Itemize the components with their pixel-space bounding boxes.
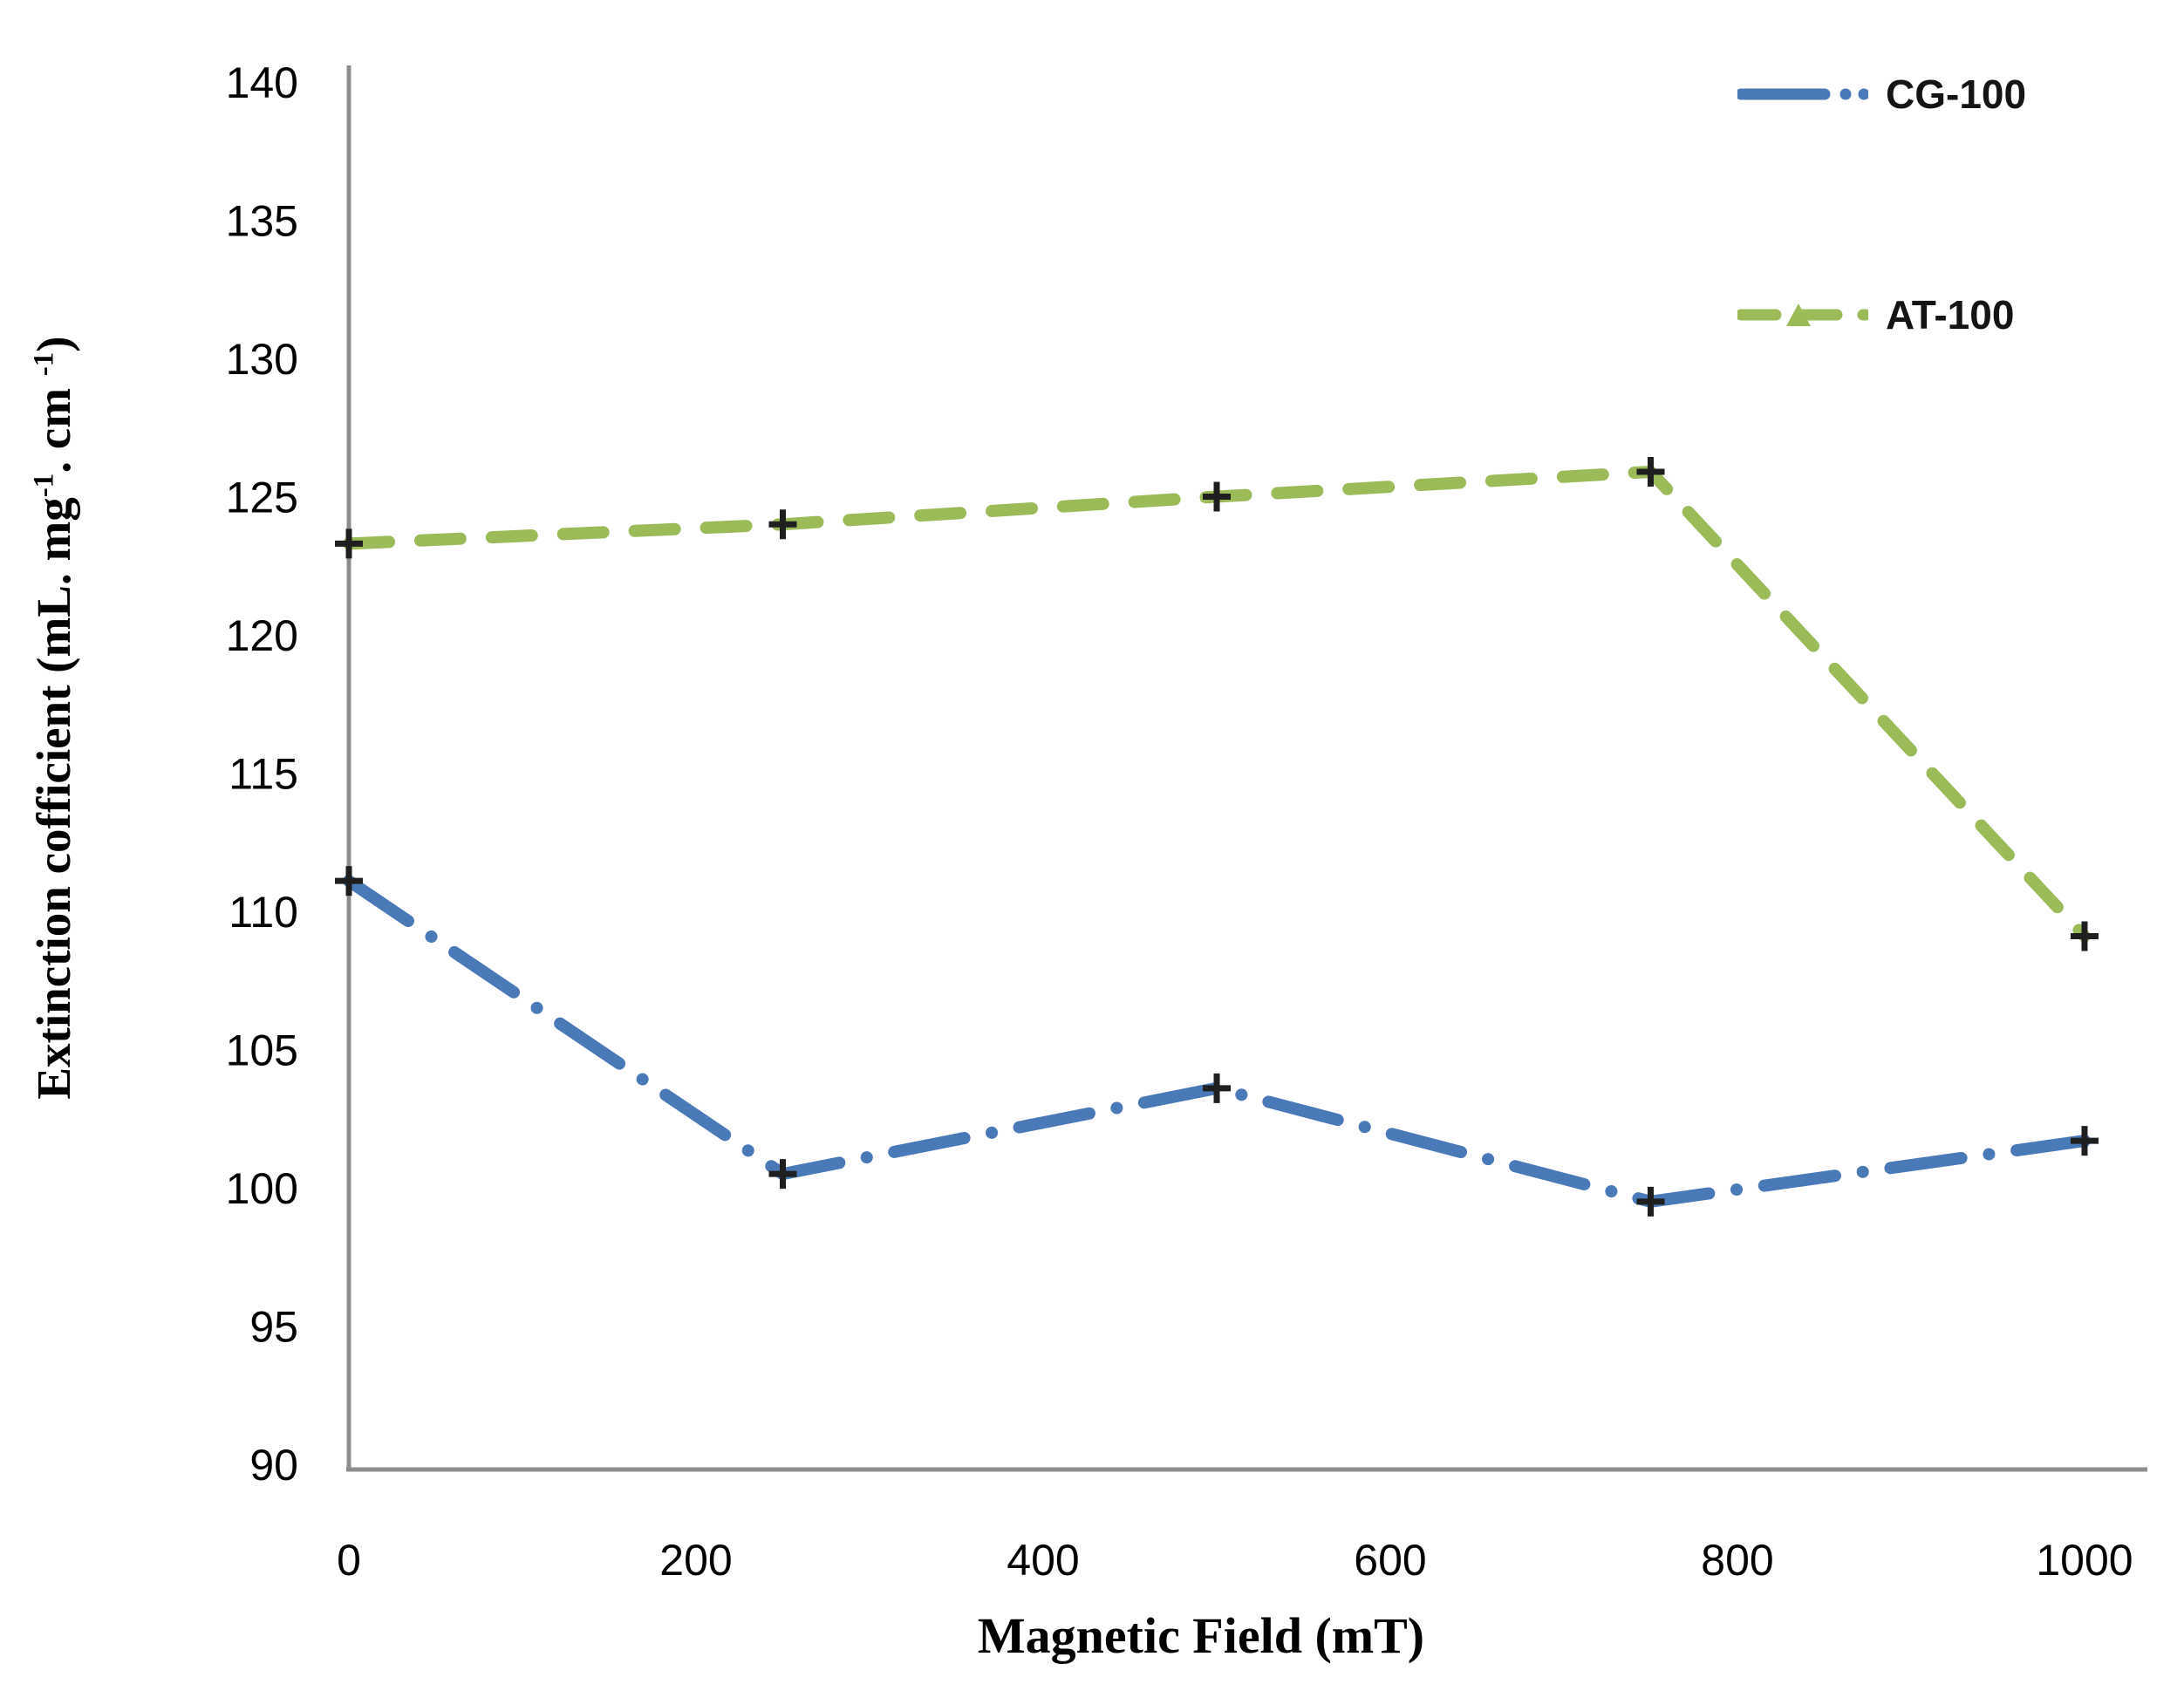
y-axis-title-sup1: -1 [28, 473, 60, 498]
legend-marker-dot-cg-100 [1858, 88, 1868, 100]
legend-item-cg-100: CG-100 [1737, 72, 2026, 117]
y-tick-label: 90 [249, 1441, 298, 1490]
y-axis-title-close: ) [27, 336, 80, 352]
legend-label-cg-100: CG-100 [1886, 72, 2027, 117]
data-point-marker-cg-100 [2071, 1126, 2099, 1156]
x-axis-title: Magnetic Field (mT) [977, 1607, 1425, 1664]
y-axis-title-mid: . cm [27, 376, 80, 474]
y-axis-title: Extinction cofficient (mL. mg-1. cm -1) [23, 155, 85, 1280]
x-tick-label: 0 [337, 1536, 361, 1585]
y-axis-title-sup2: -1 [28, 351, 60, 377]
data-point-marker-at-100 [2071, 921, 2099, 951]
legend-dot-cg-100 [1839, 88, 1852, 100]
y-tick-label: 130 [226, 335, 298, 384]
y-tick-label: 120 [226, 611, 298, 660]
y-tick-label: 125 [226, 474, 298, 522]
data-point-marker-at-100 [1636, 456, 1665, 487]
x-tick-label: 1000 [2036, 1536, 2133, 1585]
x-tick-label: 800 [1701, 1536, 1773, 1585]
x-tick-label: 400 [1007, 1536, 1079, 1585]
data-point-marker-cg-100 [335, 866, 363, 897]
legend-line-sample-cg-100 [1737, 88, 1868, 100]
series-line-at-100 [343, 465, 2091, 943]
y-tick-label: 100 [226, 1164, 298, 1213]
data-point-marker-at-100 [768, 509, 797, 540]
legend-line-sample-at-100 [1737, 303, 1868, 326]
series-line-cg-100 [343, 875, 2091, 1208]
data-point-marker-cg-100 [1203, 1073, 1231, 1103]
data-point-marker-at-100 [1203, 481, 1231, 512]
y-tick-label: 135 [226, 197, 298, 246]
y-tick-label: 115 [229, 750, 298, 799]
x-tick-label: 200 [659, 1536, 732, 1585]
legend-item-at-100: AT-100 [1737, 292, 2014, 337]
y-tick-label: 110 [229, 888, 298, 937]
y-tick-label: 140 [226, 58, 298, 107]
legend-triangle-marker-at-100 [1786, 303, 1811, 326]
x-tick-label: 600 [1354, 1536, 1426, 1585]
data-point-marker-cg-100 [768, 1159, 797, 1190]
y-tick-label: 95 [249, 1303, 298, 1352]
data-point-marker-cg-100 [1636, 1186, 1665, 1217]
data-point-marker-at-100 [335, 528, 363, 559]
y-axis-title-text: Extinction cofficient (mL. mg [27, 497, 80, 1100]
y-tick-label: 105 [226, 1026, 298, 1075]
legend-label-at-100: AT-100 [1886, 292, 2015, 337]
